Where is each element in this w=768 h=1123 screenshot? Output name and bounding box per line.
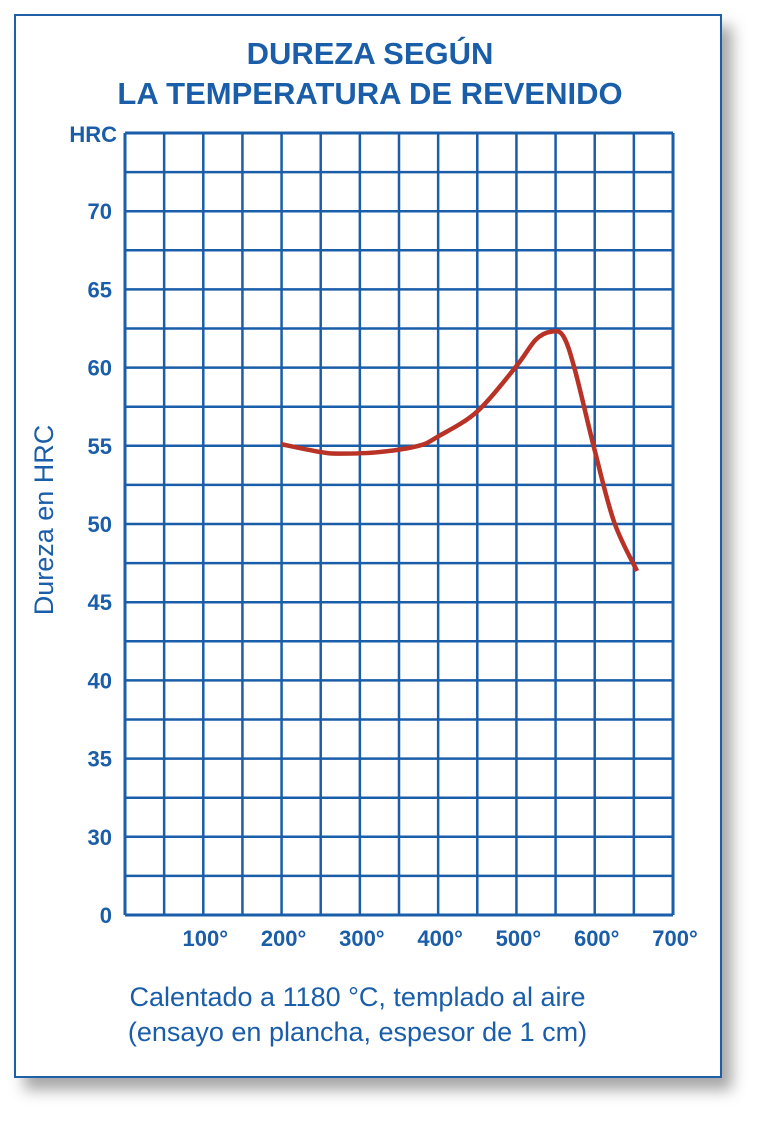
- y-tick-label: 45: [88, 590, 112, 615]
- y-tick-label: 40: [88, 668, 112, 693]
- x-tick-label: 300°: [339, 926, 385, 951]
- x-tick-label: 200°: [261, 926, 307, 951]
- y-tick-label: 35: [88, 747, 112, 772]
- y-tick-label: 50: [88, 512, 112, 537]
- title-line-2: LA TEMPERATURA DE REVENIDO: [117, 76, 623, 111]
- chart-card: [14, 14, 722, 1078]
- x-tick-label: 400°: [417, 926, 463, 951]
- x-tick-label: 600°: [574, 926, 620, 951]
- y-tick-label: 30: [88, 825, 112, 850]
- y-tick-label: 60: [88, 356, 112, 381]
- y-axis-label: Dureza en HRC: [29, 425, 59, 616]
- y-tick-label: 70: [88, 199, 112, 224]
- x-tick-label: 100°: [183, 926, 229, 951]
- x-tick-label: 700°: [652, 926, 698, 951]
- y-tick-label: 0: [100, 903, 112, 928]
- y-unit-label: HRC: [69, 122, 117, 147]
- title-line-1: DUREZA SEGÚN: [246, 36, 494, 71]
- chart-title: DUREZA SEGÚN LA TEMPERATURA DE REVENIDO: [0, 34, 740, 114]
- series-line-hardness: [281, 328, 640, 572]
- caption-line-1: Calentado a 1180 °C, templado al aire: [129, 982, 586, 1012]
- x-tick-label: 500°: [496, 926, 542, 951]
- x-axis-caption: Calentado a 1180 °C, templado al aire (e…: [0, 980, 715, 1050]
- y-tick-label: 65: [88, 277, 112, 302]
- caption-line-2: (ensayo en plancha, espesor de 1 cm): [127, 1017, 588, 1047]
- y-tick-label: 55: [88, 434, 112, 459]
